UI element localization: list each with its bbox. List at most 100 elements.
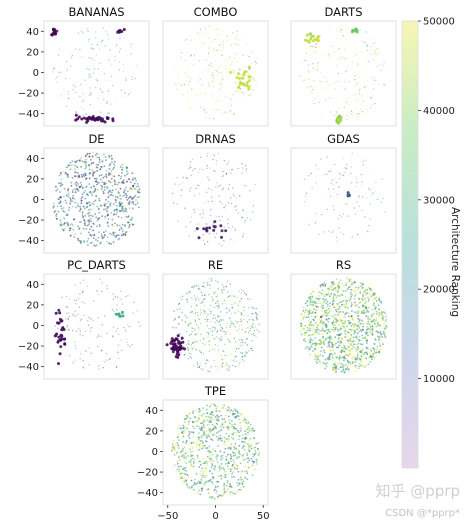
scatter-point	[178, 468, 181, 470]
scatter-point	[353, 207, 356, 209]
scatter-point	[127, 295, 129, 297]
scatter-point	[220, 318, 222, 320]
scatter-point	[205, 489, 207, 491]
cluster-point	[307, 40, 311, 44]
scatter-point	[378, 299, 381, 302]
scatter-point	[125, 231, 128, 233]
scatter-point	[370, 354, 373, 356]
scatter-point	[192, 410, 194, 412]
scatter-point	[239, 87, 242, 90]
scatter-point	[349, 363, 352, 365]
scatter-point	[187, 423, 190, 426]
scatter-point	[346, 364, 349, 367]
scatter-point	[60, 71, 63, 73]
scatter-point	[187, 292, 190, 294]
scatter-point	[210, 429, 213, 432]
scatter-point	[197, 81, 199, 83]
scatter-point	[372, 304, 375, 306]
scatter-point	[194, 309, 197, 311]
scatter-point	[176, 446, 179, 449]
cluster-point	[247, 79, 251, 83]
scatter-point	[378, 341, 381, 344]
scatter-point	[223, 170, 225, 172]
scatter-point	[224, 333, 227, 336]
scatter-point	[74, 299, 76, 301]
scatter-point	[245, 185, 247, 187]
colorbar-tick-label: 40000	[423, 106, 455, 117]
scatter-point	[350, 340, 352, 343]
scatter-point	[85, 350, 87, 352]
scatter-point	[70, 185, 73, 187]
scatter-point	[74, 284, 76, 286]
scatter-point	[222, 44, 224, 46]
cluster-point	[237, 85, 241, 89]
scatter-point	[384, 211, 386, 213]
scatter-point	[201, 487, 204, 490]
y-tick-label: 0	[33, 68, 39, 79]
scatter-point	[211, 453, 214, 456]
scatter-point	[229, 317, 231, 319]
scatter-point	[210, 312, 212, 315]
scatter-point	[322, 75, 324, 77]
scatter-point	[361, 306, 364, 308]
scatter-point	[184, 469, 187, 472]
scatter-point	[206, 412, 209, 414]
scatter-point	[220, 354, 223, 356]
scatter-point	[181, 432, 184, 434]
scatter-point	[302, 306, 305, 309]
scatter-point	[225, 68, 227, 71]
scatter-point	[355, 357, 358, 360]
scatter-point	[217, 439, 219, 441]
cluster-point	[248, 66, 251, 70]
scatter-point	[338, 214, 341, 217]
colorbar-tick-label: 50000	[423, 17, 455, 28]
scatter-point	[208, 332, 210, 334]
scatter-point	[198, 427, 201, 430]
scatter-point	[128, 207, 131, 210]
scatter-point	[317, 295, 320, 297]
scatter-point	[238, 450, 240, 453]
scatter-point	[203, 462, 206, 465]
scatter-point	[232, 491, 235, 493]
scatter-point	[188, 80, 191, 83]
scatter-point	[331, 281, 333, 284]
scatter-point	[175, 66, 177, 68]
scatter-point	[184, 452, 187, 455]
scatter-point	[236, 434, 238, 437]
scatter-point	[220, 424, 223, 427]
scatter-point	[187, 75, 189, 77]
scatter-point	[221, 406, 224, 409]
scatter-point	[78, 175, 80, 178]
scatter-point	[340, 216, 343, 218]
scatter-point	[339, 318, 342, 321]
scatter-point	[104, 218, 106, 221]
scatter-point	[75, 303, 77, 305]
scatter-point	[379, 344, 382, 347]
scatter-point	[171, 443, 174, 445]
scatter-point	[222, 187, 224, 189]
scatter-point	[347, 312, 350, 315]
scatter-point	[338, 58, 341, 60]
scatter-point	[132, 203, 135, 205]
scatter-point	[95, 37, 97, 39]
scatter-point	[52, 206, 55, 209]
scatter-point	[243, 449, 246, 451]
scatter-point	[208, 179, 210, 181]
scatter-point	[134, 177, 137, 180]
scatter-point	[202, 446, 205, 448]
scatter-point	[99, 278, 102, 281]
scatter-point	[197, 284, 199, 286]
scatter-point	[202, 212, 204, 214]
scatter-point	[370, 348, 372, 350]
scatter-point	[354, 295, 356, 297]
scatter-point	[57, 197, 60, 200]
scatter-point	[127, 197, 130, 200]
scatter-point	[90, 217, 93, 220]
scatter-point	[234, 365, 237, 368]
scatter-point	[375, 311, 378, 313]
scatter-point	[206, 464, 209, 467]
scatter-point	[217, 109, 219, 111]
scatter-point	[75, 299, 78, 302]
scatter-point	[55, 185, 57, 188]
scatter-point	[225, 67, 227, 69]
